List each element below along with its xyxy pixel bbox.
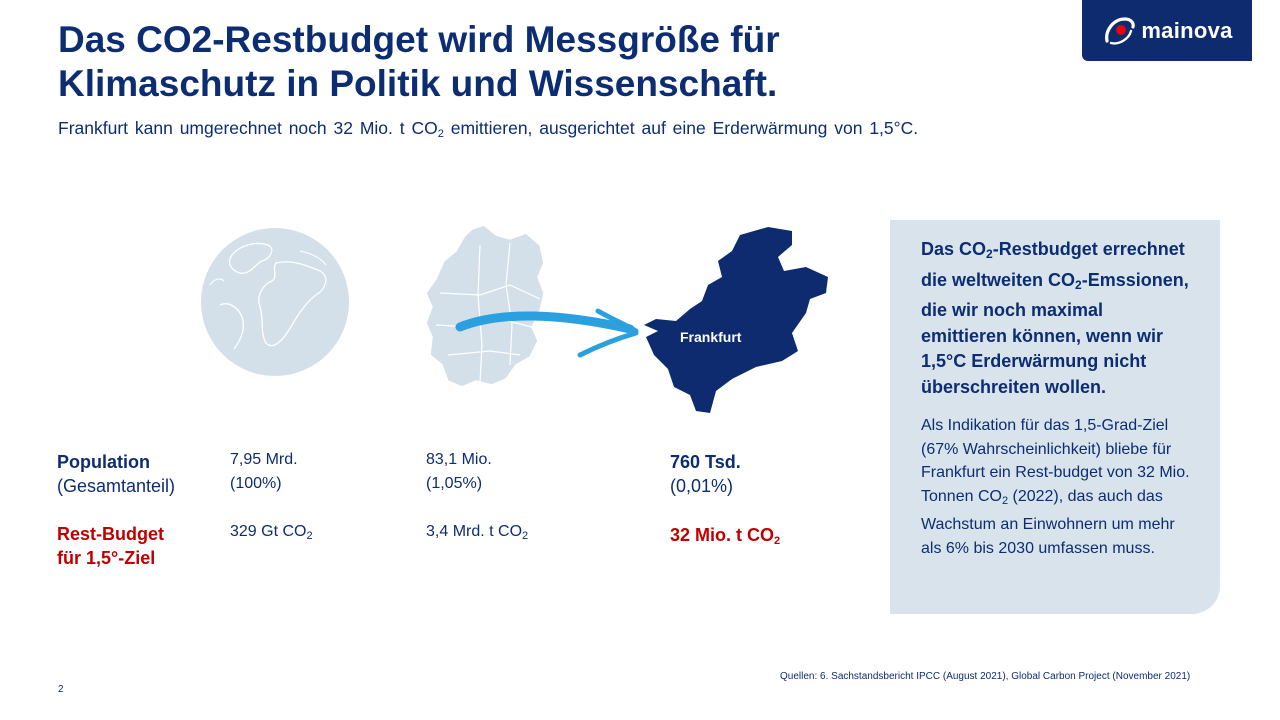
germany-population: 83,1 Mio. <box>426 451 492 468</box>
info-body-subscript: 2 <box>1001 494 1009 507</box>
world-germany-frankfurt-graphic <box>201 224 828 413</box>
germany-budget-cell: 3,4 Mrd. t CO2 <box>426 520 528 548</box>
world-share: (100%) <box>230 475 282 492</box>
page-title: Das CO2-Restbudget wird Messgröße für Kl… <box>58 18 918 106</box>
subtitle-text-end: emittieren, ausgerichtet auf eine Erderw… <box>443 118 919 138</box>
world-budget-subscript: 2 <box>306 530 313 542</box>
population-row-label: Population (Gesamtanteil) <box>57 450 175 498</box>
budget-row-label: Rest-Budget für 1,5°-Ziel <box>57 522 164 570</box>
info-box: Das CO2-Restbudget errechnet die weltwei… <box>890 220 1220 614</box>
world-population-cell: 7,95 Mrd. (100%) <box>230 448 298 496</box>
budget-label-line-1: Rest-Budget <box>57 524 164 544</box>
source-footnote: Quellen: 6. Sachstandsbericht IPCC (Augu… <box>780 671 1191 682</box>
subtitle-text: Frankfurt kann umgerechnet noch 32 Mio. … <box>58 118 438 138</box>
frankfurt-share: (0,01%) <box>670 476 734 496</box>
info-body-part-1: Als Indikation für das 1,5-Grad-Ziel (67… <box>921 417 1190 505</box>
mainova-logo-text: mainova <box>1141 17 1233 43</box>
world-budget: 329 Gt CO <box>230 523 307 540</box>
info-heading-part-3: -Emssionen, die wir noch maximal emittie… <box>921 269 1189 397</box>
frankfurt-budget: 32 Mio. t CO <box>670 525 775 545</box>
mainova-logo: mainova <box>1082 0 1252 61</box>
frankfurt-map-icon <box>644 227 828 413</box>
arrow-icon <box>455 308 639 358</box>
germany-budget: 3,4 Mrd. t CO <box>426 523 523 540</box>
germany-population-cell: 83,1 Mio. (1,05%) <box>426 448 492 496</box>
frankfurt-budget-cell: 32 Mio. t CO2 <box>670 523 780 553</box>
title-line-1: Das CO2-Restbudget wird Messgröße für <box>58 19 780 60</box>
info-heading-part-1: Das CO <box>921 239 987 259</box>
frankfurt-budget-subscript: 2 <box>774 535 781 547</box>
info-body-part-2: (2022), das auch das Wachstum an Einwohn… <box>921 487 1175 557</box>
frankfurt-population-cell: 760 Tsd. (0,01%) <box>670 450 741 498</box>
page-subtitle: Frankfurt kann umgerechnet noch 32 Mio. … <box>58 118 1158 140</box>
info-heading-subscript-1: 2 <box>986 247 993 261</box>
germany-budget-subscript: 2 <box>522 530 529 542</box>
world-budget-cell: 329 Gt CO2 <box>230 520 313 548</box>
world-population: 7,95 Mrd. <box>230 451 298 468</box>
info-heading-subscript-2: 2 <box>1075 277 1082 292</box>
title-line-2: Klimaschutz in Politik und Wissenschaft. <box>58 63 778 104</box>
frankfurt-map-label: Frankfurt <box>680 329 742 345</box>
frankfurt-population: 760 Tsd. <box>670 452 741 472</box>
info-heading-part-2: -Restbudget errechnet die weltweiten CO <box>921 239 1185 290</box>
germany-share: (1,05%) <box>426 475 483 492</box>
mainova-logo-icon <box>1105 16 1136 45</box>
page-number: 2 <box>58 684 64 695</box>
info-box-heading: Das CO2-Restbudget errechnet die weltwei… <box>921 237 1192 400</box>
population-label: Population <box>57 452 150 472</box>
population-sublabel: (Gesamtanteil) <box>57 476 176 496</box>
info-box-body: Als Indikation für das 1,5-Grad-Ziel (67… <box>921 414 1192 561</box>
globe-icon <box>201 228 349 376</box>
subtitle-subscript: 2 <box>437 128 444 140</box>
budget-label-line-2: für 1,5°-Ziel <box>57 548 156 568</box>
germany-map-icon <box>425 224 545 388</box>
